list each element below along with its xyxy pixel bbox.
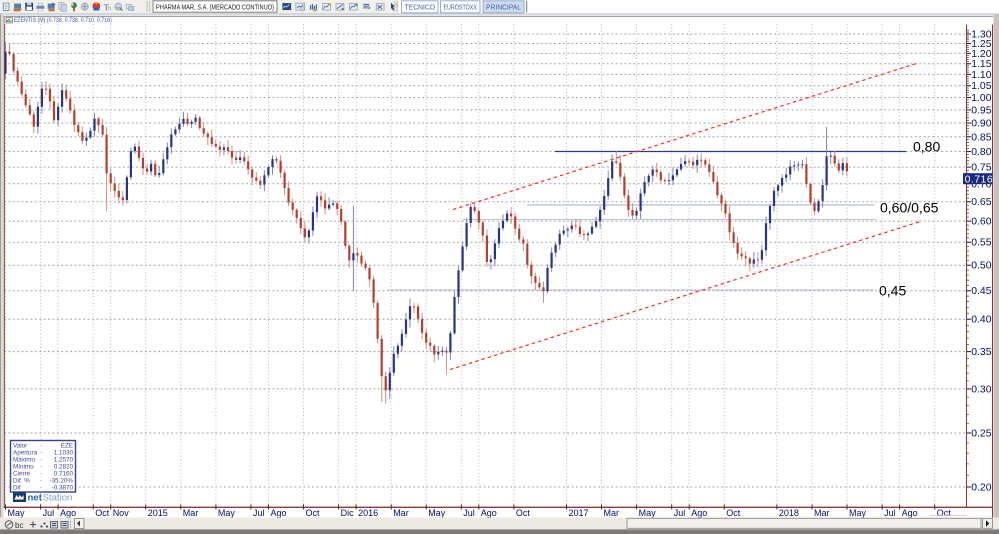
svg-text:0.35: 0.35 — [971, 347, 991, 358]
svg-text:0,60/0,65: 0,60/0,65 — [880, 200, 939, 216]
svg-text:Mínimo: Mínimo — [13, 464, 34, 471]
svg-text:1.2570: 1.2570 — [54, 457, 74, 464]
svg-text:0.25: 0.25 — [971, 429, 991, 440]
svg-text:-: - — [40, 485, 42, 492]
svg-text:EZENTIS (M) (0.738, 0.738, 0.7: EZENTIS (M) (0.738, 0.738, 0.710, 0.716) — [14, 18, 112, 24]
svg-text:Dif: Dif — [13, 485, 21, 492]
svg-text:0.85: 0.85 — [971, 132, 991, 143]
svg-text:1.30: 1.30 — [971, 30, 991, 41]
svg-text:0.65: 0.65 — [971, 197, 991, 208]
svg-text:bc: bc — [15, 521, 23, 530]
svg-text:0,80: 0,80 — [913, 139, 940, 155]
svg-text:0.55: 0.55 — [971, 238, 991, 249]
svg-text:-35.20%: -35.20% — [50, 478, 74, 485]
svg-text:2018: 2018 — [779, 508, 799, 518]
svg-text:Ago: Ago — [481, 508, 497, 518]
svg-text:Mar: Mar — [183, 508, 199, 518]
svg-text:-: - — [40, 457, 42, 464]
svg-text:0.20: 0.20 — [971, 483, 991, 494]
svg-text:-: - — [40, 478, 42, 485]
svg-text:1.20: 1.20 — [971, 49, 991, 60]
svg-text:0.40: 0.40 — [971, 315, 991, 326]
svg-text:T: T — [104, 2, 110, 12]
svg-text:May: May — [218, 508, 236, 518]
svg-text:Nov: Nov — [113, 508, 130, 518]
svg-text:0.60: 0.60 — [971, 217, 991, 228]
svg-text:Jul: Jul — [463, 508, 475, 518]
svg-text:EUROSTOXX: EUROSTOXX — [443, 3, 477, 12]
svg-text:Apertura: Apertura — [13, 450, 38, 457]
svg-text:Mar: Mar — [393, 508, 409, 518]
svg-text:h: h — [108, 6, 111, 13]
svg-text:0.7160: 0.7160 — [54, 471, 74, 478]
svg-text:TECNICO: TECNICO — [405, 3, 436, 12]
svg-text:Ago: Ago — [60, 508, 76, 518]
svg-text:0.45: 0.45 — [971, 286, 991, 297]
svg-text:0.80: 0.80 — [971, 147, 991, 158]
svg-text:1.10: 1.10 — [971, 70, 991, 81]
svg-text:0.70: 0.70 — [971, 179, 991, 190]
svg-text:-: - — [40, 471, 42, 478]
svg-text:Jul: Jul — [674, 508, 686, 518]
svg-text:Mar: Mar — [604, 508, 620, 518]
svg-text:-: - — [40, 450, 42, 457]
svg-text:Cierre: Cierre — [13, 471, 31, 478]
svg-text:EZE: EZE — [61, 443, 73, 450]
svg-text:Jul: Jul — [253, 508, 265, 518]
svg-text:Oct: Oct — [95, 508, 110, 518]
svg-text:Oct: Oct — [937, 508, 952, 518]
svg-text:Ago: Ago — [902, 508, 918, 518]
svg-text:1.1030: 1.1030 — [54, 450, 74, 457]
svg-text:May: May — [428, 508, 446, 518]
svg-text:2016: 2016 — [358, 508, 378, 518]
svg-text:net: net — [28, 493, 43, 504]
svg-text:Valor: Valor — [13, 443, 27, 450]
svg-text:1.05: 1.05 — [971, 81, 991, 92]
svg-text:-: - — [40, 443, 42, 450]
svg-text:Ago: Ago — [691, 508, 707, 518]
svg-text:Station: Station — [43, 493, 73, 504]
svg-text:Mar: Mar — [814, 508, 830, 518]
svg-text:0.75: 0.75 — [971, 163, 991, 174]
svg-text:2017: 2017 — [569, 508, 589, 518]
svg-text:PHARMA MAR, S.A. (MERCADO CONT: PHARMA MAR, S.A. (MERCADO CONTINUO) — [156, 2, 274, 11]
svg-text:2015: 2015 — [148, 508, 168, 518]
svg-text:0.2820: 0.2820 — [54, 464, 74, 471]
svg-text:Ago: Ago — [271, 508, 287, 518]
svg-text:May: May — [639, 508, 657, 518]
svg-text:May: May — [8, 508, 26, 518]
svg-text:Oct: Oct — [306, 508, 321, 518]
svg-text:1.00: 1.00 — [971, 93, 991, 104]
svg-text:Oct: Oct — [516, 508, 531, 518]
svg-text:0.50: 0.50 — [971, 261, 991, 272]
svg-text:-: - — [40, 464, 42, 471]
svg-text:Oct: Oct — [726, 508, 741, 518]
svg-text:Dic: Dic — [341, 508, 354, 518]
svg-text:PRINCIPAL: PRINCIPAL — [486, 3, 521, 12]
svg-text:1.15: 1.15 — [971, 59, 991, 70]
svg-text:-0.3870: -0.3870 — [52, 485, 74, 492]
svg-text:0.90: 0.90 — [971, 119, 991, 130]
svg-text:0.716: 0.716 — [965, 174, 994, 185]
svg-text:0.95: 0.95 — [971, 105, 991, 116]
svg-text:0.30: 0.30 — [971, 384, 991, 395]
svg-text:May: May — [849, 508, 867, 518]
svg-text:Jul: Jul — [884, 508, 896, 518]
svg-text:Máximo: Máximo — [13, 457, 36, 464]
svg-text:Jul: Jul — [43, 508, 55, 518]
svg-text:1.25: 1.25 — [971, 39, 991, 50]
svg-text:0,45: 0,45 — [879, 283, 906, 299]
svg-text:Dif. %: Dif. % — [13, 478, 30, 485]
